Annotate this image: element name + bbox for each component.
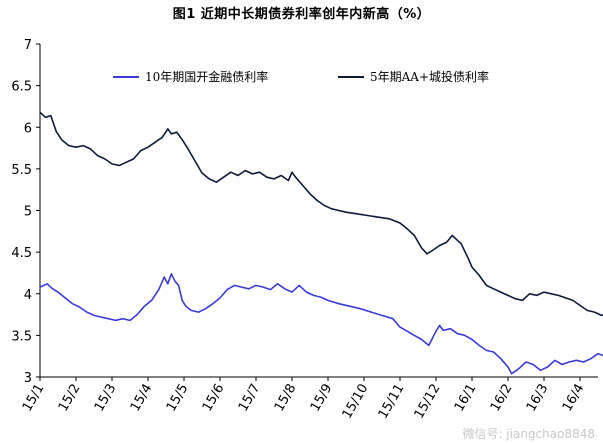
legend-label-0: 10年期国开金融债利率 [145,69,268,84]
x-axis-ticks: 15/1 15/2 15/3 15/4 15/5 15/6 15/7 15/8 15/9 15/1… [20,377,588,422]
x-tick-label: 15/9 [308,382,336,415]
chart-title: 图1 近期中长期债券利率创年内新高（%） [172,7,431,22]
series-lines [39,111,603,375]
y-tick-label: 6 [24,121,32,136]
x-tick-label: 15/11 [376,382,408,422]
y-tick-label: 4.5 [11,246,32,261]
y-tick-label: 3.5 [11,329,32,344]
x-tick-label: 15/4 [128,382,156,415]
x-tick-label: 16/1 [452,382,480,415]
y-tick-label: 5.5 [11,163,32,178]
x-tick-label: 15/1 [20,382,48,415]
x-tick-label: 15/7 [236,382,264,415]
y-tick-label: 6.5 [11,80,32,95]
y-tick-label: 4 [24,288,32,303]
y-tick-label: 5 [24,205,32,220]
x-tick-label: 15/10 [340,382,372,422]
x-tick-label: 15/2 [56,382,84,415]
x-tick-label: 16/4 [560,382,588,415]
x-tick-label: 15/3 [92,382,120,415]
x-tick-label: 16/2 [488,382,516,415]
series-line-1 [39,111,603,317]
axes [39,44,598,378]
legend-label-1: 5年期AA+城投债利率 [370,69,489,84]
watermark-text: 微信号: jiangchao8848 [462,427,595,441]
x-tick-label: 16/3 [524,382,552,415]
x-tick-label: 15/8 [272,382,300,415]
x-tick-label: 15/12 [412,382,444,422]
y-axis-ticks: 3 3.5 4 4.5 5 5.5 6 6.5 7 [11,38,40,386]
legend: 10年期国开金融债利率 5年期AA+城投债利率 [113,69,489,84]
y-tick-label: 7 [24,38,32,53]
series-line-0 [39,273,603,375]
y-tick-label: 3 [24,371,32,386]
x-tick-label: 15/6 [200,382,228,415]
x-tick-label: 15/5 [164,382,192,415]
